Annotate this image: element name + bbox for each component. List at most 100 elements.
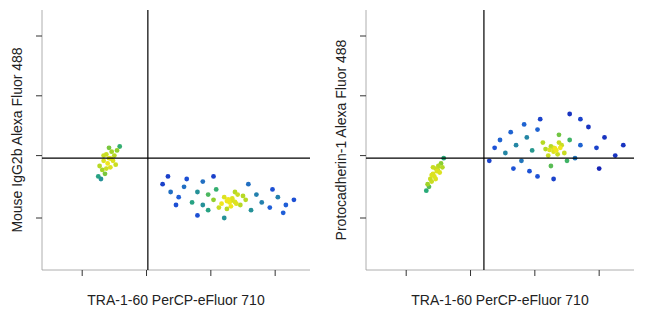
event-point <box>219 201 224 206</box>
event-point <box>160 182 165 187</box>
event-point <box>214 187 219 192</box>
event-point <box>229 204 234 209</box>
quadrant-x <box>483 10 484 270</box>
event-point <box>182 184 187 189</box>
event-point <box>511 166 516 171</box>
event-point <box>602 135 607 140</box>
event-point <box>225 207 230 212</box>
event-point <box>246 182 251 187</box>
event-point <box>176 195 181 200</box>
event-point <box>254 192 259 197</box>
x-tick <box>406 270 407 276</box>
event-point <box>565 158 570 163</box>
event-point <box>508 130 513 135</box>
event-point <box>235 192 240 197</box>
event-point <box>292 197 297 202</box>
event-point <box>621 143 626 148</box>
event-point <box>530 148 535 153</box>
y-tick <box>360 95 366 96</box>
event-point <box>211 174 216 179</box>
event-point <box>431 165 436 170</box>
event-point <box>195 213 200 218</box>
event-point <box>514 143 519 148</box>
panel: TRA-1-60 PerCP-eFluor 710Mouse IgG2b Ale… <box>9 10 310 308</box>
x-tick <box>534 270 535 276</box>
event-point <box>578 143 583 148</box>
event-point <box>275 195 280 200</box>
event-point <box>113 162 118 167</box>
event-point <box>424 188 429 193</box>
event-point <box>425 182 430 187</box>
event-point <box>97 164 102 169</box>
event-point <box>105 161 110 166</box>
event-point <box>206 208 211 213</box>
event-point <box>540 140 545 145</box>
event-point <box>429 173 434 178</box>
event-point <box>567 112 572 117</box>
event-point <box>206 192 211 197</box>
figure: TRA-1-60 PerCP-eFluor 710Mouse IgG2b Ale… <box>0 0 650 320</box>
event-point <box>195 190 200 195</box>
event-point <box>249 208 254 213</box>
event-point <box>117 144 122 149</box>
x-tick <box>599 270 600 276</box>
event-point <box>267 205 272 210</box>
event-point <box>216 205 221 210</box>
event-point <box>519 158 524 163</box>
event-point <box>190 200 195 205</box>
event-point <box>103 171 108 176</box>
event-point <box>527 169 532 174</box>
event-point <box>613 153 618 158</box>
event-point <box>243 197 248 202</box>
x-tick <box>210 270 211 276</box>
event-point <box>200 179 205 184</box>
event-point <box>503 151 508 156</box>
event-point <box>108 165 113 170</box>
y-axis <box>42 10 43 270</box>
points <box>424 112 626 194</box>
event-point <box>211 197 216 202</box>
event-point <box>241 194 246 199</box>
event-point <box>562 151 567 156</box>
event-point <box>522 122 527 127</box>
panel: TRA-1-60 PerCP-eFluor 710Protocadherin-1… <box>333 10 634 308</box>
event-point <box>524 135 529 140</box>
event-point <box>222 216 227 221</box>
event-point <box>553 146 558 151</box>
x-label: TRA-1-60 PerCP-eFluor 710 <box>87 292 265 308</box>
event-point <box>547 147 552 152</box>
quadrant-y <box>42 158 310 159</box>
event-point <box>535 127 540 132</box>
event-point <box>543 147 548 152</box>
event-point <box>594 145 599 150</box>
x-tick <box>470 270 471 276</box>
event-point <box>166 174 171 179</box>
event-point <box>578 117 583 122</box>
y-axis <box>366 10 367 270</box>
event-point <box>440 165 445 170</box>
event-point <box>109 149 114 154</box>
x-tick <box>275 270 276 276</box>
x-tick <box>82 270 83 276</box>
event-point <box>101 153 106 158</box>
event-point <box>437 170 442 175</box>
points <box>96 144 296 220</box>
event-point <box>174 203 179 208</box>
quadrant-x <box>147 10 148 270</box>
event-point <box>259 200 264 205</box>
event-point <box>558 145 563 150</box>
event-point <box>200 203 205 208</box>
y-tick <box>360 155 366 156</box>
event-point <box>107 145 112 150</box>
y-tick <box>360 36 366 37</box>
event-point <box>283 203 288 208</box>
event-point <box>168 190 173 195</box>
event-point <box>101 158 106 163</box>
event-point <box>535 174 540 179</box>
event-point <box>498 138 503 143</box>
event-point <box>270 187 275 192</box>
event-point <box>549 164 554 169</box>
event-point <box>433 177 438 182</box>
x-label: TRA-1-60 PerCP-eFluor 710 <box>411 292 589 308</box>
event-point <box>586 125 591 130</box>
